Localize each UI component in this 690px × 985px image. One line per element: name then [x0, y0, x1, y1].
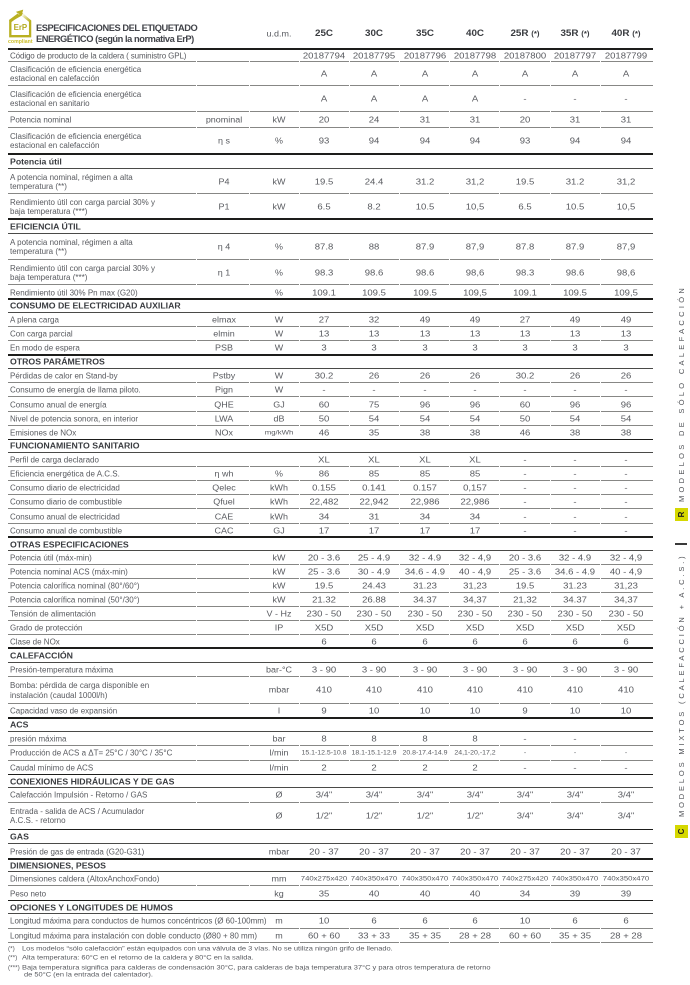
svg-text:ErP: ErP: [14, 23, 28, 32]
svg-text:compliant: compliant: [8, 39, 33, 45]
